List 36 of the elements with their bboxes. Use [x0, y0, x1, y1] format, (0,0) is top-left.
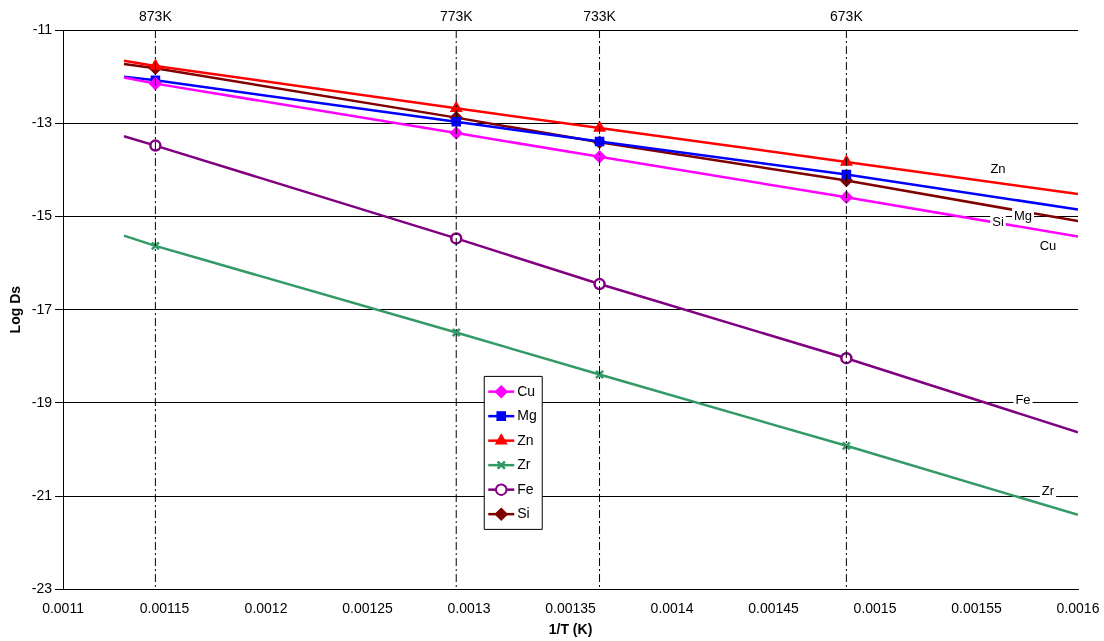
y-axis-title: Log Ds: [7, 285, 24, 334]
ref-line-label: 673K: [830, 7, 864, 24]
x-tick-label: 0.0011: [42, 599, 85, 616]
x-axis-title: 1/T (K): [548, 621, 593, 638]
text: Si: [992, 213, 1004, 229]
y-tick-label: -15: [31, 207, 53, 224]
x-tick-label: 0.00135: [545, 599, 597, 616]
legend-label: Fe: [517, 480, 534, 497]
x-tick-label: 0.00125: [342, 599, 394, 616]
legend-label: Zr: [517, 456, 531, 473]
y-tick-label: -23: [31, 580, 53, 597]
legend-label: Zn: [517, 431, 534, 448]
text: Mg: [1013, 207, 1033, 223]
legend-label: Mg: [517, 407, 537, 424]
x-tick-label: 0.00115: [139, 599, 190, 616]
y-tick-label: -11: [32, 20, 53, 37]
x-tick-label: 0.0013: [447, 599, 491, 616]
y-tick-label: -13: [31, 114, 53, 131]
text: Cu: [1039, 238, 1057, 254]
x-tick-label: 0.0016: [1056, 599, 1100, 616]
x-tick-label: 0.0014: [650, 599, 694, 616]
x-tick-label: 0.00145: [748, 599, 800, 616]
text: Zr: [1041, 483, 1055, 499]
legend-label: Si: [517, 505, 530, 522]
ref-line-label: 733K: [583, 7, 617, 24]
ref-line-label: 773K: [439, 7, 474, 24]
y-tick-label: -21: [31, 487, 53, 504]
y-tick-label: -17: [31, 300, 53, 317]
ref-line-label: 873K: [139, 7, 173, 24]
legend-label: Cu: [517, 382, 536, 399]
text: Fe: [1015, 392, 1031, 408]
text: Zn: [990, 160, 1006, 176]
y-tick-label: -19: [31, 393, 53, 410]
x-tick-label: 0.0012: [244, 599, 288, 616]
x-tick-label: 0.00155: [951, 599, 1003, 616]
x-tick-label: 0.0015: [853, 599, 897, 616]
